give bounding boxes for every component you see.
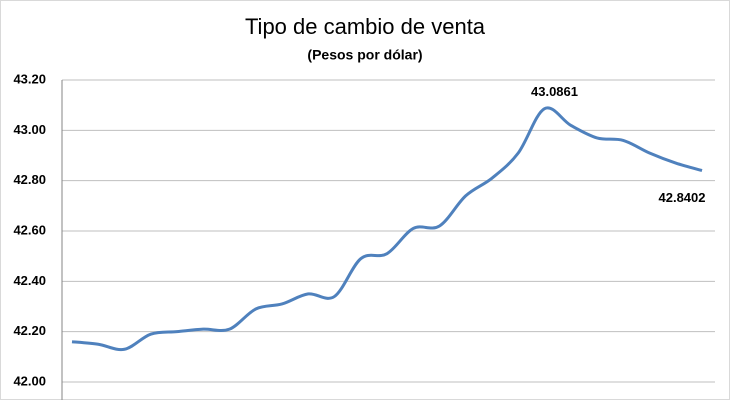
y-tick-label: 42.40 (13, 273, 46, 288)
data-label: 42.8402 (659, 190, 706, 205)
chart-subtitle: (Pesos por dólar) (307, 47, 422, 63)
y-tick-label: 42.60 (13, 222, 46, 237)
chart-title: Tipo de cambio de venta (245, 14, 486, 39)
y-tick-label: 43.00 (13, 122, 46, 137)
line-series (71, 106, 703, 352)
y-tick-label: 43.20 (13, 71, 46, 86)
y-tick-label: 42.20 (13, 323, 46, 338)
y-tick-label: 42.00 (13, 373, 46, 388)
y-tick-label: 42.80 (13, 172, 46, 187)
data-label: 43.0861 (531, 84, 578, 99)
